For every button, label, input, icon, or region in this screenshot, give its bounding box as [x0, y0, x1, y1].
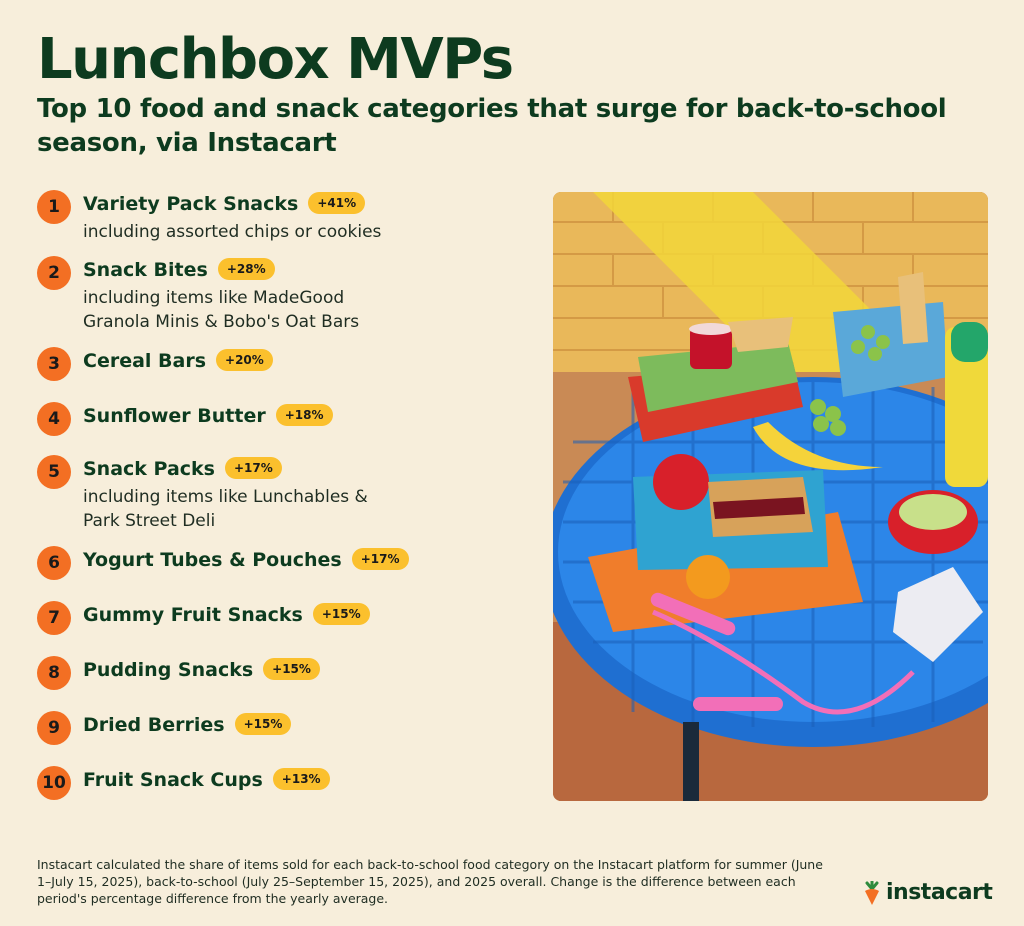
change-badge: +15% [312, 603, 370, 625]
change-badge: +17% [351, 548, 409, 570]
rank-circle: 10 [37, 766, 71, 800]
item-name: Snack Packs [83, 458, 215, 480]
rank-circle: 9 [37, 711, 71, 745]
rank-circle: 4 [37, 402, 71, 436]
item-name: Sunflower Butter [83, 405, 266, 427]
lunch-illustration [553, 192, 988, 801]
lunch-photo [553, 192, 988, 801]
item-name: Cereal Bars [83, 350, 207, 372]
rank-circle: 3 [37, 347, 71, 381]
change-badge: +18% [275, 404, 333, 426]
change-badge: +28% [217, 258, 275, 280]
instacart-logo: instacart [862, 880, 993, 905]
item-name: Fruit Snack Cups [83, 769, 263, 791]
rank-circle: 5 [37, 455, 71, 489]
item-name: Yogurt Tubes & Pouches [83, 549, 342, 571]
change-badge: +15% [263, 658, 320, 680]
item-description: including items like Lunchables & Park S… [83, 487, 368, 531]
rank-circle: 7 [37, 601, 71, 635]
item-name: Gummy Fruit Snacks [83, 604, 303, 626]
footnote: Instacart calculated the share of items … [37, 857, 823, 906]
item-name: Pudding Snacks [83, 659, 254, 681]
brand-name: instacart [886, 880, 993, 905]
item-description: including items like MadeGood Granola Mi… [83, 288, 360, 332]
change-badge: +13% [272, 768, 330, 790]
change-badge: +15% [234, 713, 292, 735]
rank-circle: 1 [37, 190, 71, 224]
carrot-icon [865, 880, 879, 905]
item-name: Variety Pack Snacks [83, 193, 299, 215]
item-name: Dried Berries [83, 714, 225, 736]
change-badge: +41% [308, 192, 366, 214]
rank-circle: 2 [37, 256, 71, 290]
page-subtitle: Top 10 food and snack categories that su… [37, 94, 947, 158]
rank-circle: 8 [37, 656, 71, 690]
page-title: Lunchbox MVPs [37, 27, 514, 92]
change-badge: +17% [225, 457, 282, 479]
item-name: Snack Bites [83, 259, 208, 281]
rank-circle: 6 [37, 546, 71, 580]
item-description: including assorted chips or cookies [83, 222, 382, 242]
change-badge: +20% [216, 349, 273, 371]
